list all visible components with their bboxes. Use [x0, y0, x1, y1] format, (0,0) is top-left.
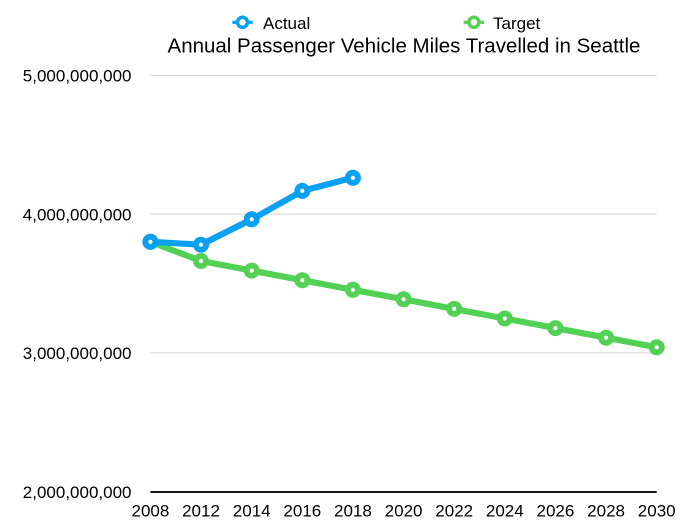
svg-text:Actual: Actual [263, 14, 310, 33]
svg-text:2,000,000,000: 2,000,000,000 [23, 483, 132, 502]
svg-text:2024: 2024 [486, 502, 524, 521]
svg-text:2018: 2018 [334, 502, 372, 521]
svg-text:2020: 2020 [385, 502, 423, 521]
svg-text:5,000,000,000: 5,000,000,000 [23, 66, 132, 85]
svg-text:2014: 2014 [233, 502, 271, 521]
svg-text:2016: 2016 [283, 502, 321, 521]
svg-text:Annual Passenger Vehicle Miles: Annual Passenger Vehicle Miles Travelled… [168, 34, 641, 57]
svg-text:2012: 2012 [182, 502, 220, 521]
svg-text:3,000,000,000: 3,000,000,000 [23, 344, 132, 363]
svg-text:2028: 2028 [587, 502, 625, 521]
svg-text:2030: 2030 [638, 502, 676, 521]
svg-text:Target: Target [493, 14, 541, 33]
svg-text:2026: 2026 [536, 502, 574, 521]
svg-text:4,000,000,000: 4,000,000,000 [23, 205, 132, 224]
svg-text:2022: 2022 [435, 502, 473, 521]
svg-text:2008: 2008 [131, 502, 169, 521]
